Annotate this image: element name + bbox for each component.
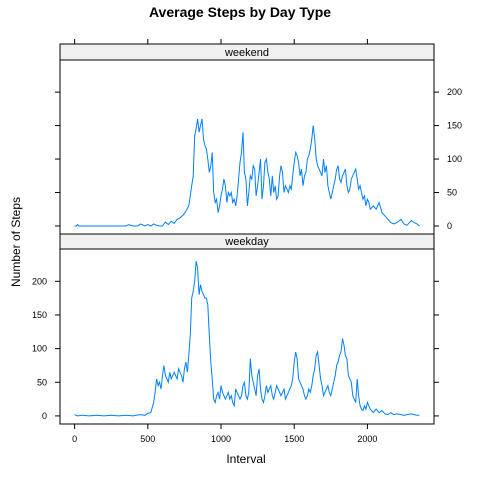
series-line-weekday xyxy=(74,260,420,417)
strip-label-weekday: weekday xyxy=(224,236,269,248)
x-tick-label: 500 xyxy=(140,434,155,444)
series-line-weekend xyxy=(74,118,420,227)
y-tick-label: 200 xyxy=(32,276,47,286)
panel-weekend: weekend 0 50 100 150 200 xyxy=(55,43,462,235)
y-tick-label: 150 xyxy=(447,121,462,131)
y-tick-label: 100 xyxy=(447,154,462,164)
y-tick-label: 0 xyxy=(42,411,47,421)
strip-label-weekend: weekend xyxy=(224,47,269,59)
y-tick-label: 150 xyxy=(32,310,47,320)
panel-border xyxy=(59,248,435,425)
x-axis: 0 500 1000 1500 2000 xyxy=(72,39,377,444)
chart-title: Average Steps by Day Type xyxy=(149,4,331,20)
panels-group: weekend 0 50 100 150 200 weekday 0 50 100 150 200 xyxy=(32,43,462,425)
y-tick-label: 50 xyxy=(447,188,457,198)
x-tick-label: 0 xyxy=(72,434,77,444)
y-axis-label: Number of Steps xyxy=(9,197,23,287)
panel-border xyxy=(59,59,435,235)
y-tick-label: 0 xyxy=(447,221,452,231)
x-tick-label: 1500 xyxy=(284,434,304,444)
x-tick-label: 2000 xyxy=(357,434,377,444)
y-tick-label: 50 xyxy=(37,377,47,387)
panel-weekday: weekday 0 50 100 150 200 xyxy=(32,233,439,425)
y-tick-label: 100 xyxy=(32,344,47,354)
y-tick-label: 200 xyxy=(447,87,462,97)
x-axis-label: Interval xyxy=(226,452,265,466)
x-tick-label: 1000 xyxy=(211,434,231,444)
